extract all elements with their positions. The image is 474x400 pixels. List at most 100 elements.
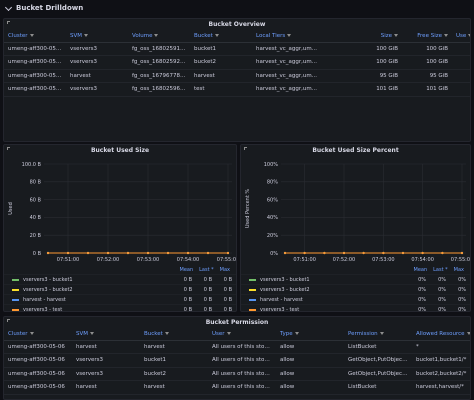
filter-icon[interactable] bbox=[29, 33, 34, 37]
data-point[interactable] bbox=[186, 251, 190, 255]
data-point[interactable] bbox=[441, 251, 444, 255]
data-point[interactable] bbox=[303, 251, 306, 255]
table-row[interactable]: umeng-aff300-05-06 vservers3 fg_oss_168025… bbox=[4, 55, 470, 70]
column-header[interactable]: Use bbox=[452, 30, 470, 43]
table-cell: ListBucket bbox=[344, 380, 412, 395]
legend-column-header[interactable]: Last * bbox=[199, 267, 214, 273]
table-cell: vservers3 bbox=[72, 353, 140, 368]
data-point[interactable] bbox=[460, 251, 464, 255]
bucket-permission-table: Cluster SVM Bucket User Type Permission Allowe… bbox=[4, 328, 470, 395]
column-header[interactable]: Size bbox=[352, 30, 402, 43]
legend-max-value: 0 B bbox=[223, 296, 232, 303]
row-header-bucket-drilldown[interactable]: Bucket Drilldown bbox=[0, 0, 474, 16]
data-point[interactable] bbox=[401, 251, 405, 255]
data-point[interactable] bbox=[342, 251, 346, 255]
legend-item[interactable]: vservers3 - bucket2 0 B 0 B 0 B bbox=[4, 284, 236, 294]
filter-icon[interactable] bbox=[468, 33, 470, 37]
legend-column-header[interactable]: Mean bbox=[179, 267, 194, 273]
filter-icon[interactable] bbox=[29, 331, 34, 335]
table-cell: bucket1 bbox=[140, 353, 208, 368]
legend-item[interactable]: vservers3 - test 0 B 0 B 0 B bbox=[4, 304, 236, 312]
data-point[interactable] bbox=[46, 251, 50, 255]
table-row[interactable]: umeng-aff300-05-06 harvest fg_oss_16796778… bbox=[4, 69, 470, 83]
column-header[interactable]: User bbox=[208, 328, 276, 341]
filter-icon[interactable] bbox=[84, 33, 88, 37]
filter-icon[interactable] bbox=[214, 33, 219, 37]
legend-item[interactable]: harvest - harvest 0% 0% 0% bbox=[241, 294, 470, 304]
data-point[interactable] bbox=[206, 251, 210, 255]
column-header[interactable]: SVM bbox=[66, 30, 128, 43]
table-row[interactable]: umeng-aff300-05-06 harvest harvest All user… bbox=[4, 340, 470, 354]
legend-item[interactable]: vservers3 - test 0% 0% 0% bbox=[241, 304, 470, 312]
table-cell: harvest_vc_aggr,um... bbox=[252, 69, 352, 83]
table-cell: harvest bbox=[140, 340, 208, 354]
filter-icon[interactable] bbox=[444, 33, 448, 37]
legend-mean-value: 0% bbox=[418, 306, 426, 312]
bucket-used-percent-chart[interactable]: 100% 80% 60% 40% 20% 0% 07:51:00 07:52:00 07:53:… bbox=[241, 156, 471, 268]
column-header[interactable]: SVM bbox=[72, 328, 140, 341]
column-header[interactable]: Cluster bbox=[4, 30, 66, 43]
column-header-label: Local Tiers bbox=[256, 32, 286, 39]
column-header[interactable]: Free Size bbox=[402, 30, 452, 43]
data-point[interactable] bbox=[226, 251, 230, 255]
legend-last-value: 0% bbox=[438, 276, 446, 283]
legend-item[interactable]: vservers3 - bucket1 0 B 0 B 0 B bbox=[4, 274, 236, 284]
table-row[interactable]: umeng-aff300-05-06 vservers3 bucket1 All us… bbox=[4, 353, 470, 368]
column-header[interactable]: Type bbox=[276, 328, 344, 341]
data-point[interactable] bbox=[382, 251, 385, 255]
y-axis-label: Used bbox=[8, 202, 14, 215]
legend-name: vservers3 - bucket1 bbox=[260, 276, 310, 283]
y-axis-label: Used Percent % bbox=[245, 189, 251, 229]
table-cell: allow bbox=[276, 340, 344, 354]
legend-column-header[interactable]: Max bbox=[453, 267, 464, 273]
filter-icon[interactable] bbox=[394, 33, 398, 37]
data-point[interactable] bbox=[86, 251, 90, 255]
legend-name: harvest - harvest bbox=[23, 296, 66, 303]
data-point[interactable] bbox=[146, 251, 150, 255]
legend-column-header[interactable]: Mean bbox=[413, 267, 428, 273]
column-header-label: SVM bbox=[70, 32, 82, 39]
legend-item[interactable]: vservers3 - bucket2 0% 0% 0% bbox=[241, 284, 470, 294]
column-header[interactable]: Bucket bbox=[140, 328, 208, 341]
filter-icon[interactable] bbox=[90, 331, 94, 335]
column-header-label: SVM bbox=[76, 330, 88, 337]
filter-icon[interactable] bbox=[379, 331, 384, 335]
filter-icon[interactable] bbox=[287, 33, 292, 37]
data-point[interactable] bbox=[283, 251, 287, 255]
column-header[interactable]: Bucket bbox=[190, 30, 252, 43]
data-point[interactable] bbox=[126, 251, 130, 255]
legend-column-header[interactable]: Last * bbox=[433, 267, 448, 273]
column-header[interactable]: Local Tiers bbox=[252, 30, 352, 43]
column-header-label: User bbox=[212, 330, 225, 337]
data-point[interactable] bbox=[323, 251, 326, 255]
filter-icon[interactable] bbox=[154, 33, 159, 37]
legend-swatch bbox=[249, 298, 256, 301]
table-cell: fg_oss_1680259158 bbox=[128, 42, 190, 56]
legend-max-value: 0 B bbox=[223, 306, 232, 312]
table-cell: vservers3 bbox=[66, 82, 128, 97]
table-row[interactable]: umeng-aff300-05-06 vservers3 bucket2 All us… bbox=[4, 367, 470, 381]
data-point[interactable] bbox=[166, 251, 170, 255]
legend-item[interactable]: harvest - harvest 0 B 0 B 0 B bbox=[4, 294, 236, 304]
table-row[interactable]: umeng-aff300-05-06 harvest harvest All user… bbox=[4, 380, 470, 395]
filter-icon[interactable] bbox=[164, 331, 169, 335]
legend-item[interactable]: vservers3 - bucket1 0% 0% 0% bbox=[241, 274, 470, 284]
legend-column-header[interactable]: Max bbox=[219, 267, 230, 273]
bucket-used-size-chart[interactable]: 100.0 B 80 B 60 B 40 B 20 B 0 B 07:51:00 07:52:… bbox=[4, 156, 237, 268]
filter-icon[interactable] bbox=[226, 331, 231, 335]
data-point[interactable] bbox=[421, 251, 424, 255]
table-row[interactable]: umeng-aff300-05-06 vservers3 fg_oss_168025… bbox=[4, 82, 470, 97]
data-point[interactable] bbox=[106, 251, 110, 255]
table-cell bbox=[452, 82, 470, 97]
data-point[interactable] bbox=[362, 251, 365, 255]
table-cell: bucket2 bbox=[190, 55, 252, 70]
table-cell bbox=[452, 69, 470, 83]
data-point[interactable] bbox=[66, 251, 70, 255]
column-header[interactable]: Permission bbox=[344, 328, 412, 341]
column-header[interactable]: Volume bbox=[128, 30, 190, 43]
column-header[interactable]: Cluster bbox=[4, 328, 72, 341]
filter-icon[interactable] bbox=[294, 331, 299, 335]
filter-icon[interactable] bbox=[466, 331, 470, 335]
table-row[interactable]: umeng-aff300-05-06 vservers3 fg_oss_168025… bbox=[4, 42, 470, 56]
column-header[interactable]: Allowed Resource bbox=[412, 328, 470, 341]
